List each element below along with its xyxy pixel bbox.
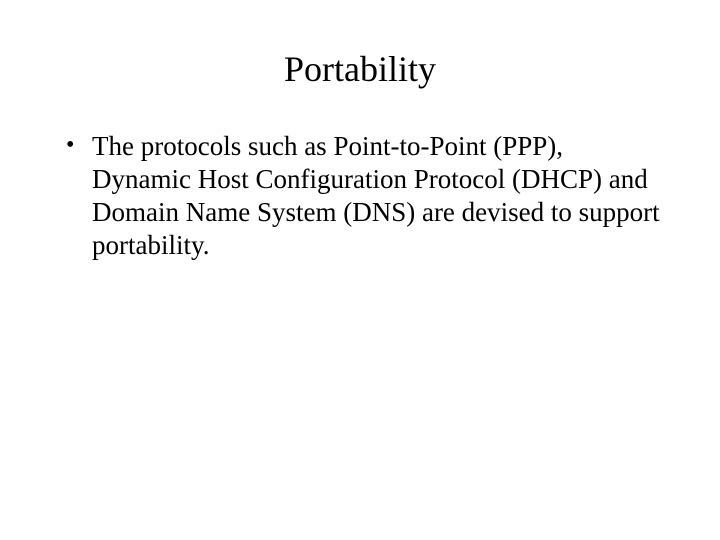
bullet-list: The protocols such as Point-to-Point (PP… [60, 130, 660, 262]
bullet-text: The protocols such as Point-to-Point (PP… [92, 131, 660, 260]
list-item: The protocols such as Point-to-Point (PP… [60, 130, 660, 262]
slide: Portability The protocols such as Point-… [0, 0, 720, 540]
slide-title: Portability [0, 0, 720, 90]
slide-body: The protocols such as Point-to-Point (PP… [0, 90, 720, 262]
